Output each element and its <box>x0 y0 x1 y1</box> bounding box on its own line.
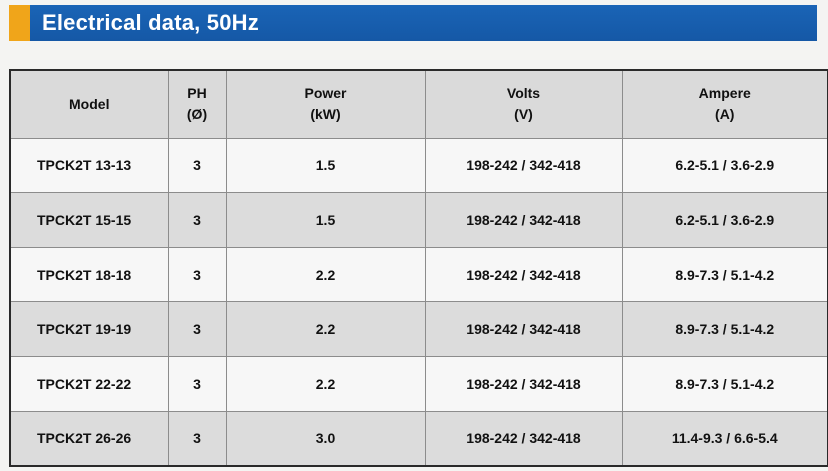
cell-power: 3.0 <box>225 410 426 467</box>
cell-ph: 3 <box>167 246 227 303</box>
table-header: Model PH (Ø) Power (kW) Volts (V) Ampere… <box>9 69 828 139</box>
cell-power: 2.2 <box>225 301 426 358</box>
cell-volts: 198-242 / 342-418 <box>424 410 623 467</box>
cell-ampere: 8.9-7.3 / 5.1-4.2 <box>621 301 828 358</box>
cell-ampere: 8.9-7.3 / 5.1-4.2 <box>621 356 828 412</box>
cell-ph: 3 <box>167 410 227 467</box>
column-header-model: Model <box>9 69 169 139</box>
cell-volts: 198-242 / 342-418 <box>424 246 623 303</box>
cell-power: 2.2 <box>225 246 426 303</box>
cell-ph: 3 <box>167 301 227 358</box>
column-header-label: Ampere <box>698 85 751 102</box>
cell-model: TPCK2T 22-22 <box>9 356 169 412</box>
cell-model: TPCK2T 26-26 <box>9 410 169 467</box>
table-row: TPCK2T 22-22 3 2.2 198-242 / 342-418 8.9… <box>9 356 828 412</box>
title-accent-stripe <box>9 5 30 41</box>
cell-power: 1.5 <box>225 137 426 194</box>
column-header-ph: PH (Ø) <box>167 69 227 139</box>
cell-ph: 3 <box>167 356 227 412</box>
cell-ampere: 6.2-5.1 / 3.6-2.9 <box>621 192 828 248</box>
column-header-unit: (Ø) <box>186 106 208 123</box>
cell-volts: 198-242 / 342-418 <box>424 137 623 194</box>
cell-ph: 3 <box>167 192 227 248</box>
table-row: TPCK2T 26-26 3 3.0 198-242 / 342-418 11.… <box>9 410 828 467</box>
header-row: Model PH (Ø) Power (kW) Volts (V) Ampere… <box>9 69 828 139</box>
cell-ampere: 6.2-5.1 / 3.6-2.9 <box>621 137 828 194</box>
cell-model: TPCK2T 18-18 <box>9 246 169 303</box>
column-header-volts: Volts (V) <box>424 69 623 139</box>
cell-power: 2.2 <box>225 356 426 412</box>
cell-model: TPCK2T 13-13 <box>9 137 169 194</box>
cell-ph: 3 <box>167 137 227 194</box>
table-row: TPCK2T 18-18 3 2.2 198-242 / 342-418 8.9… <box>9 246 828 303</box>
table-row: TPCK2T 15-15 3 1.5 198-242 / 342-418 6.2… <box>9 192 828 248</box>
cell-volts: 198-242 / 342-418 <box>424 301 623 358</box>
section-title-bar: Electrical data, 50Hz <box>9 5 817 41</box>
column-header-label: PH <box>187 85 207 102</box>
column-header-ampere: Ampere (A) <box>621 69 828 139</box>
column-header-label: Power <box>304 85 347 102</box>
column-header-label: Volts <box>506 85 541 102</box>
cell-model: TPCK2T 15-15 <box>9 192 169 248</box>
column-header-label: Model <box>69 95 110 112</box>
cell-volts: 198-242 / 342-418 <box>424 192 623 248</box>
electrical-data-table: Model PH (Ø) Power (kW) Volts (V) Ampere… <box>9 69 828 467</box>
table-row: TPCK2T 13-13 3 1.5 198-242 / 342-418 6.2… <box>9 137 828 194</box>
electrical-data-table-wrapper: Model PH (Ø) Power (kW) Volts (V) Ampere… <box>9 69 828 467</box>
cell-power: 1.5 <box>225 192 426 248</box>
cell-ampere: 8.9-7.3 / 5.1-4.2 <box>621 246 828 303</box>
column-header-power: Power (kW) <box>225 69 426 139</box>
cell-model: TPCK2T 19-19 <box>9 301 169 358</box>
table-row: TPCK2T 19-19 3 2.2 198-242 / 342-418 8.9… <box>9 301 828 358</box>
section-title: Electrical data, 50Hz <box>42 10 259 35</box>
column-header-unit: (V) <box>514 106 533 123</box>
cell-ampere: 11.4-9.3 / 6.6-5.4 <box>621 410 828 467</box>
cell-volts: 198-242 / 342-418 <box>424 356 623 412</box>
table-body: TPCK2T 13-13 3 1.5 198-242 / 342-418 6.2… <box>9 137 828 467</box>
column-header-unit: (A) <box>715 106 735 123</box>
column-header-unit: (kW) <box>310 106 341 123</box>
